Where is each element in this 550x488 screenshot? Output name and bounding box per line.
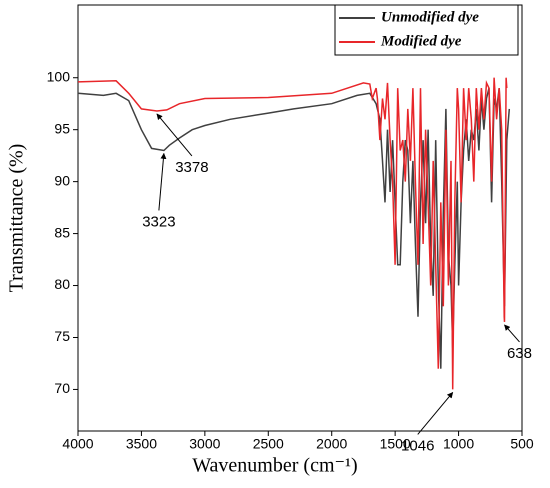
legend-label: Modified dye: [380, 33, 462, 49]
x-tick-label: 2500: [253, 436, 284, 452]
x-tick-label: 1500: [380, 436, 411, 452]
x-tick-label: 4000: [62, 436, 93, 452]
y-tick-label: 95: [54, 120, 70, 136]
x-tick-label: 3500: [126, 436, 157, 452]
plot-frame: [77, 4, 523, 432]
legend-box: [334, 4, 519, 56]
x-tick-label: 500: [510, 436, 534, 452]
annotation: 1046: [401, 437, 434, 454]
annotation: 638: [507, 345, 532, 362]
annotation: 3378: [175, 159, 208, 176]
x-tick-label: 3000: [189, 436, 220, 452]
y-tick-label: 90: [54, 172, 70, 188]
annotation-arrow: [504, 324, 520, 343]
legend-label: Unmodified dye: [381, 9, 479, 25]
x-tick-label: 2000: [316, 436, 347, 452]
annotation: 3323: [142, 213, 175, 230]
annotation-arrow: [158, 152, 167, 211]
annotation-arrow: [156, 113, 193, 157]
y-tick-label: 70: [54, 380, 70, 396]
y-tick-label: 80: [54, 276, 70, 292]
y-axis-title: Transmittance (%): [6, 144, 28, 293]
y-tick-label: 85: [54, 224, 70, 240]
line-series: [77, 77, 508, 390]
y-tick-label: 100: [47, 68, 71, 84]
x-tick-label: 1000: [443, 436, 474, 452]
x-axis-title: Wavenumber (cm⁻¹): [192, 455, 357, 477]
y-tick-label: 75: [54, 328, 70, 344]
annotation-arrow: [417, 391, 454, 435]
